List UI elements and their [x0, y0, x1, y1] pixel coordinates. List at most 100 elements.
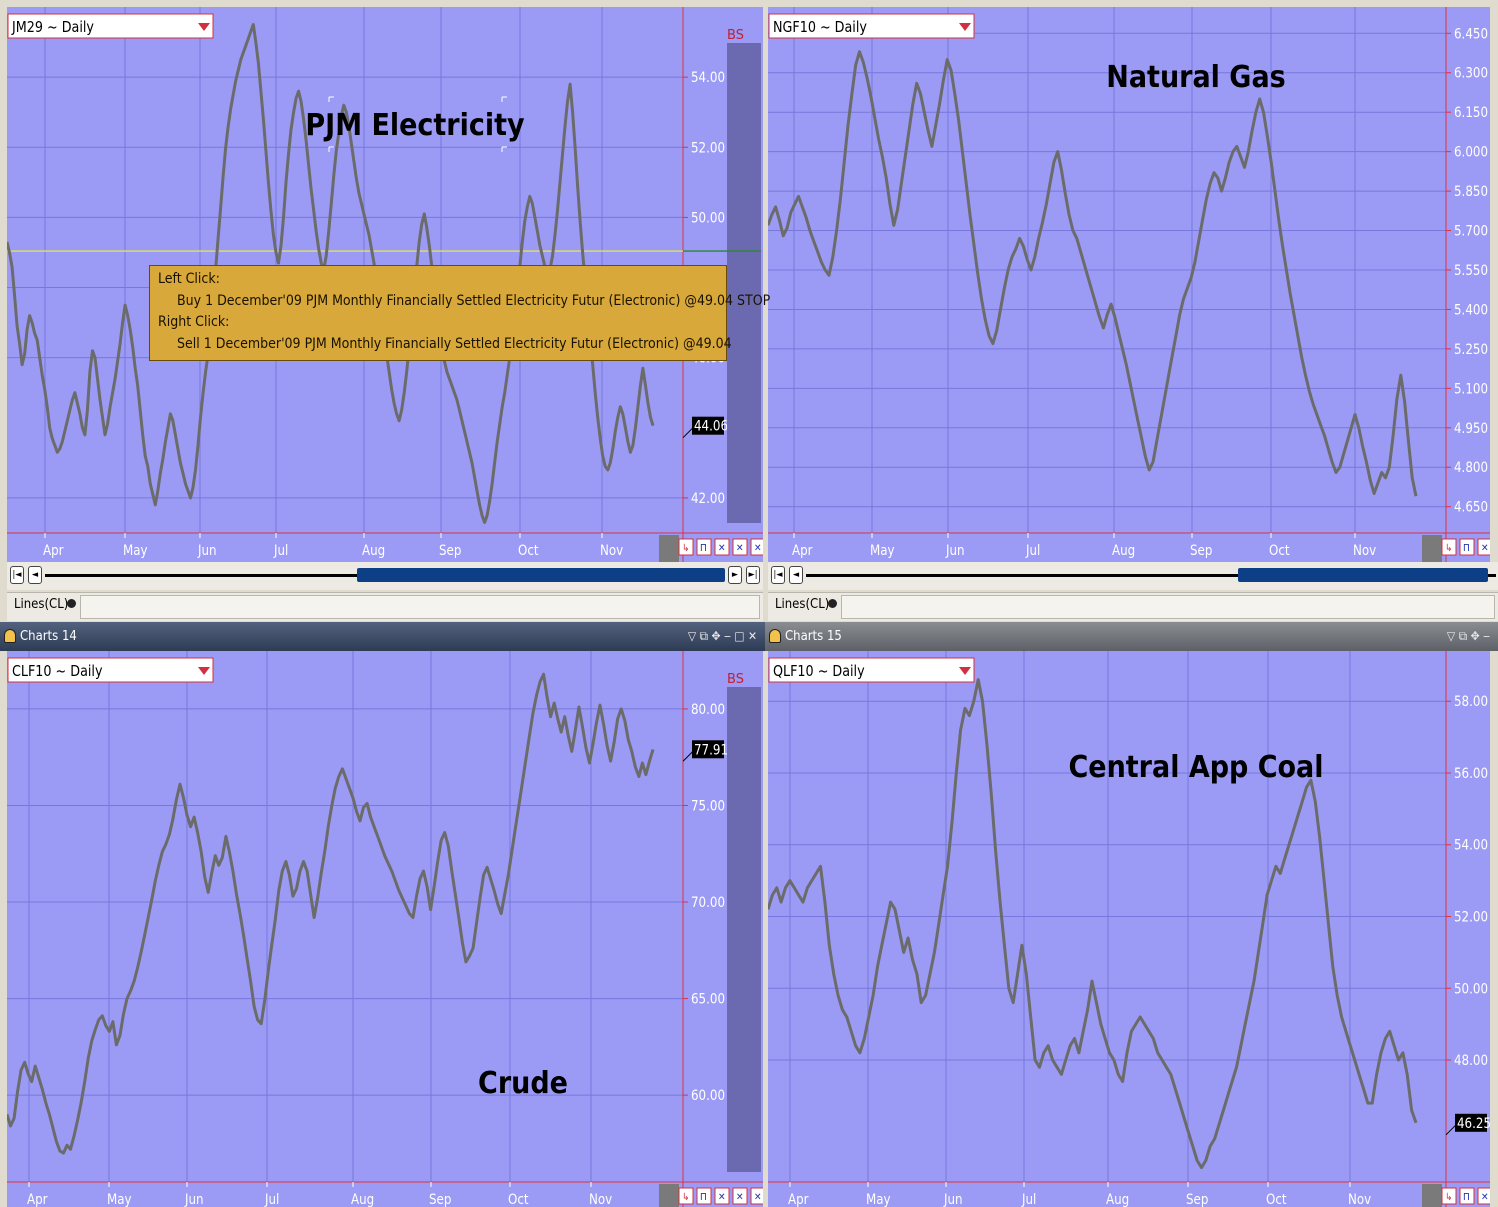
month-label: Apr [788, 1192, 809, 1207]
symbol-selector[interactable]: CLF10 ~ Daily [7, 657, 214, 683]
chart-mini-button[interactable] [750, 538, 763, 556]
chart-heading: Crude [478, 1066, 568, 1101]
chart-mini-button[interactable] [750, 1187, 763, 1205]
month-label: Sep [429, 1192, 451, 1207]
lines-indicator-label[interactable]: Lines(CL) [14, 597, 69, 612]
chart-mini-button[interactable] [1441, 1187, 1457, 1205]
symbol-selector-box[interactable] [768, 657, 975, 683]
chart-heading: Natural Gas [1106, 60, 1285, 95]
scroll-thumb[interactable] [357, 568, 725, 582]
window-controls[interactable]: ▽ ⧉ ✥ ‒ □ ✕ [687, 629, 757, 643]
scroll-first-button[interactable]: |◄ [10, 566, 24, 584]
selection-handle[interactable] [501, 96, 507, 102]
symbol-selector-box[interactable] [768, 13, 975, 39]
chart-mini-button-glyph: ✕ [1481, 1192, 1489, 1203]
scroll-first-button[interactable]: |◄ [771, 566, 785, 584]
symbol-selector[interactable]: JM29 ~ Daily [7, 13, 214, 39]
chart-mini-button[interactable] [1477, 538, 1490, 556]
last-price-pointer [1445, 1124, 1457, 1136]
chevron-down-icon[interactable] [198, 667, 210, 675]
price-tick-label: 4.800 [1454, 460, 1488, 476]
bs-panel[interactable] [727, 43, 761, 523]
order-tooltip: Left Click: Buy 1 December'09 PJM Monthl… [149, 265, 771, 361]
bs-panel[interactable] [727, 687, 761, 1172]
month-label: May [866, 1192, 891, 1207]
last-price-pointer [682, 750, 694, 762]
scroll-left-button[interactable]: ◄ [28, 566, 42, 584]
month-label: Oct [518, 543, 539, 559]
price-chart-crude: 80.00 77.91 75.00 70.00 65.00 60.00 BS Apr May Ju… [7, 651, 763, 1207]
bs-label: BS [727, 28, 744, 43]
indicator-input[interactable] [80, 595, 760, 619]
selection-handle[interactable] [501, 146, 507, 152]
scroll-last-button[interactable]: ►| [746, 566, 760, 584]
price-chart-pjm: 54.0052.0050.0048.0046.0044.0642.00BSApr… [7, 7, 763, 562]
chart-mini-button[interactable] [678, 538, 694, 556]
chart-mini-button[interactable] [732, 1187, 748, 1205]
chart-mini-button-glyph: П [700, 1192, 707, 1203]
symbol-selector-label: CLF10 ~ Daily [12, 663, 103, 680]
month-label: Jul [273, 543, 288, 559]
chart-mini-button-glyph: ✕ [754, 1192, 762, 1203]
chart-mini-button-glyph: ✕ [718, 543, 726, 554]
chart-heading: PJM Electricity [305, 108, 525, 143]
symbol-selector-box[interactable] [7, 13, 214, 39]
scroll-right-button[interactable]: ► [728, 566, 742, 584]
month-label: Sep [439, 543, 461, 559]
price-tick-label: 6.300 [1454, 66, 1488, 82]
month-label: Aug [351, 1192, 374, 1207]
chart-mini-button[interactable] [1459, 538, 1475, 556]
price-tick-label: 52.00 [691, 140, 725, 156]
month-label: Oct [508, 1192, 529, 1207]
selection-handle[interactable] [328, 96, 334, 102]
month-label: Apr [43, 543, 64, 559]
price-tick-label: 5.250 [1454, 342, 1488, 358]
symbol-selector-label: NGF10 ~ Daily [773, 19, 867, 36]
chevron-down-icon[interactable] [959, 667, 971, 675]
month-labels: Apr May Jun Jul Aug Sep Oct Nov [27, 1182, 612, 1207]
chart-mini-button[interactable] [732, 538, 748, 556]
chart-mini-button[interactable] [696, 538, 712, 556]
chart-area-coal[interactable]: 58.00 56.00 54.00 52.00 50.00 48.00 46.25 Apr Ma… [768, 651, 1490, 1207]
time-axis-grip [659, 1184, 679, 1207]
chart-area-crude[interactable]: 80.00 77.91 75.00 70.00 65.00 60.00 BS Apr May Ju… [7, 651, 763, 1207]
chart-mini-button-glyph: ↳ [1445, 543, 1453, 554]
symbol-selector[interactable]: QLF10 ~ Daily [768, 657, 975, 683]
chevron-down-icon[interactable] [959, 23, 971, 31]
price-tick-label: 56.00 [1454, 766, 1488, 782]
scroll-track[interactable] [806, 574, 1496, 577]
chart-mini-button[interactable] [1459, 1187, 1475, 1205]
month-label: Apr [27, 1192, 48, 1207]
symbol-selector[interactable]: NGF10 ~ Daily [768, 13, 975, 39]
grid [7, 651, 683, 1182]
tooltip-right-click-label: Right Click: [158, 314, 230, 330]
chart-mini-button[interactable] [714, 1187, 730, 1205]
chevron-down-icon[interactable] [198, 23, 210, 31]
indicator-input[interactable] [841, 595, 1495, 619]
month-label: Jul [1025, 543, 1040, 559]
price-tick-label: 5.700 [1454, 224, 1488, 240]
scroll-thumb[interactable] [1238, 568, 1488, 582]
month-label: Nov [1348, 1192, 1371, 1207]
last-price-tag [692, 740, 724, 759]
chart-mini-button[interactable] [678, 1187, 694, 1205]
chart-area-ngas[interactable]: 6.450 6.300 6.150 6.000 5.850 5.700 5.550 5.400… [768, 7, 1490, 562]
selection-handle[interactable] [328, 146, 334, 152]
chart-mini-button[interactable] [1441, 538, 1457, 556]
symbol-selector-box[interactable] [7, 657, 214, 683]
chart-mini-button-glyph: П [1463, 543, 1470, 554]
chart-mini-button[interactable] [714, 538, 730, 556]
scroll-left-button[interactable]: ◄ [789, 566, 803, 584]
tooltip-buy-text: Buy 1 December'09 PJM Monthly Financiall… [177, 292, 771, 309]
month-label: Aug [362, 543, 385, 559]
window-titlebar-crude[interactable]: Charts 14 ▽ ⧉ ✥ ‒ □ ✕ [0, 622, 765, 651]
lines-indicator-label[interactable]: Lines(CL) [775, 597, 830, 612]
window-titlebar-coal[interactable]: Charts 15 ▽ ⧉ ✥ ‒ [765, 622, 1498, 651]
window-controls[interactable]: ▽ ⧉ ✥ ‒ [1446, 629, 1490, 643]
symbol-selector-label: QLF10 ~ Daily [773, 663, 865, 680]
month-labels: Apr May Jun Jul Aug Sep Oct Nov [43, 533, 623, 559]
chart-mini-button[interactable] [1477, 1187, 1490, 1205]
chart-mini-button[interactable] [696, 1187, 712, 1205]
last-price-tag [1455, 1113, 1487, 1132]
price-tick-label: 6.000 [1454, 145, 1488, 161]
